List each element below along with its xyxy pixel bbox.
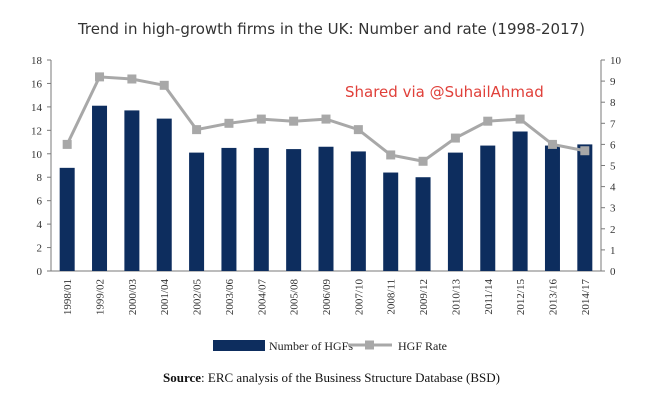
point-hgf-rate: [192, 125, 202, 135]
bar-hgf-count: [480, 145, 496, 271]
right-tick-label: 5: [610, 161, 616, 173]
bar-hgf-count: [383, 172, 399, 271]
bar-hgf-count: [156, 118, 172, 271]
x-tick-label: 2000/03: [127, 279, 139, 316]
left-tick-label: 14: [31, 102, 43, 114]
bar-hgf-count: [544, 145, 560, 271]
point-hgf-rate: [159, 80, 169, 90]
point-hgf-rate: [62, 139, 72, 149]
right-tick-label: 10: [610, 55, 622, 67]
bar-hgf-count: [512, 131, 528, 271]
left-tick-label: 12: [31, 125, 42, 137]
bar-hgf-count: [253, 147, 269, 271]
x-tick-label: 2007/10: [353, 279, 365, 316]
right-tick-label: 4: [610, 182, 616, 194]
point-hgf-rate: [95, 72, 105, 82]
left-tick-label: 6: [37, 196, 43, 208]
bar-hgf-count: [577, 144, 593, 271]
point-hgf-rate: [224, 118, 234, 128]
point-hgf-rate: [353, 125, 363, 135]
x-tick-label: 2009/12: [418, 279, 430, 315]
bar-hgf-count: [447, 152, 463, 271]
x-tick-label: 2010/13: [450, 279, 462, 316]
x-tick-label: 2013/16: [547, 279, 559, 316]
point-hgf-rate: [289, 116, 299, 126]
x-tick-label: 2004/07: [256, 279, 268, 316]
right-tick-label: 2: [610, 224, 616, 236]
x-tick-label: 2014/17: [580, 279, 592, 316]
legend-label-hgf-count: Number of HGFs: [269, 339, 353, 353]
bar-hgf-count: [415, 177, 431, 271]
bar-hgf-count: [350, 151, 366, 271]
point-hgf-rate: [450, 133, 460, 143]
legend-marker-hgf-rate: [365, 340, 374, 350]
left-tick-label: 16: [31, 78, 43, 90]
right-tick-label: 7: [610, 118, 616, 130]
left-tick-label: 2: [37, 243, 43, 255]
chart-title: Trend in high-growth firms in the UK: Nu…: [77, 20, 586, 38]
bar-hgf-count: [124, 110, 140, 272]
source-note: Source: ERC analysis of the Business Str…: [0, 370, 663, 386]
point-hgf-rate: [547, 139, 557, 149]
source-label: Source: [162, 370, 202, 385]
left-tick-label: 8: [37, 172, 43, 184]
bar-hgf-count: [59, 167, 75, 271]
point-hgf-rate: [483, 116, 493, 126]
x-tick-label: 1998/01: [62, 279, 74, 315]
bar-hgf-count: [286, 149, 302, 271]
x-tick-label: 2011/14: [483, 279, 495, 315]
x-tick-label: 2002/05: [192, 279, 204, 316]
point-hgf-rate: [418, 156, 428, 166]
x-tick-label: 2003/06: [224, 279, 236, 316]
x-tick-label: 2005/08: [289, 279, 301, 316]
point-hgf-rate: [321, 114, 331, 124]
x-tick-label: 2001/04: [159, 279, 171, 316]
left-tick-label: 0: [37, 266, 43, 278]
right-tick-label: 8: [610, 97, 616, 109]
point-hgf-rate: [256, 114, 266, 124]
point-hgf-rate: [386, 150, 396, 160]
watermark-text: Shared via @SuhailAhmad: [345, 83, 544, 101]
left-tick-label: 4: [37, 219, 43, 231]
legend-label-hgf-rate: HGF Rate: [398, 339, 447, 353]
right-tick-label: 9: [610, 76, 616, 88]
legend-swatch-hgf-count: [213, 340, 265, 351]
x-tick-label: 1999/02: [95, 279, 107, 315]
left-tick-label: 18: [31, 55, 43, 67]
bar-hgf-count: [221, 147, 237, 271]
right-tick-label: 0: [610, 266, 616, 278]
bar-hgf-count: [189, 152, 205, 271]
left-tick-label: 10: [31, 149, 43, 161]
source-text: : ERC analysis of the Business Structure…: [201, 370, 500, 385]
point-hgf-rate: [580, 146, 590, 156]
bar-hgf-count: [92, 105, 108, 271]
bar-hgf-count: [318, 146, 334, 271]
x-tick-label: 2006/09: [321, 279, 333, 316]
point-hgf-rate: [127, 74, 137, 84]
x-tick-label: 2012/15: [515, 279, 527, 316]
right-tick-label: 3: [610, 203, 616, 215]
point-hgf-rate: [515, 114, 525, 124]
right-tick-label: 1: [610, 245, 616, 257]
x-tick-label: 2008/11: [386, 279, 398, 315]
right-tick-label: 6: [610, 139, 616, 151]
